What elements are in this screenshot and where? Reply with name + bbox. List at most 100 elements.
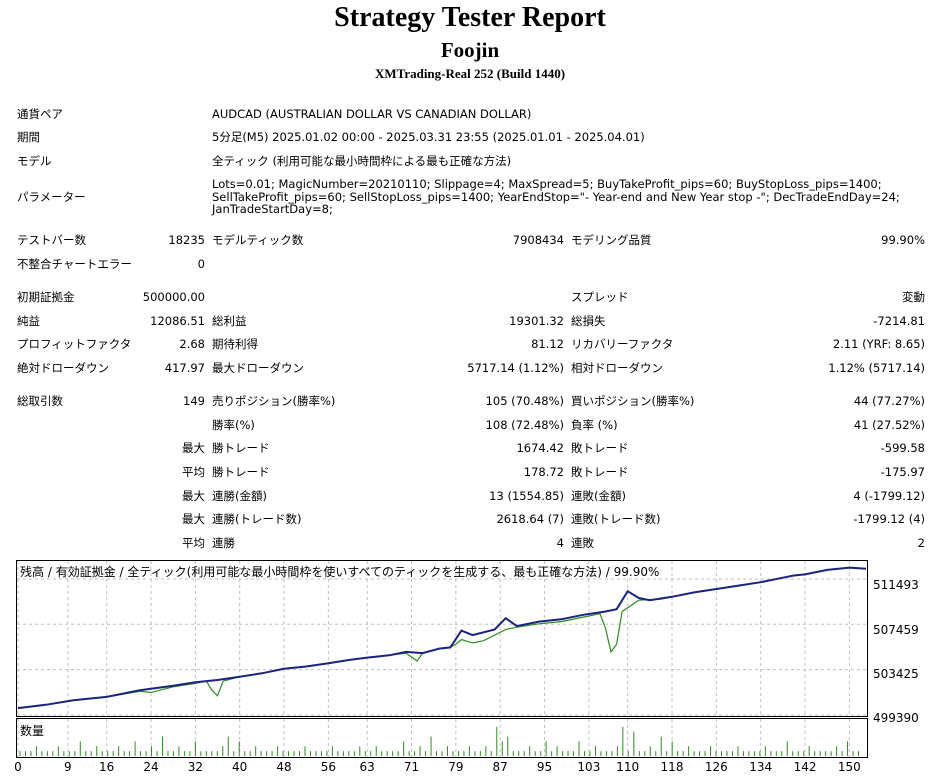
bars-label: テストバー数 bbox=[17, 233, 86, 247]
period-value: 5分足(M5) 2025.01.02 00:00 - 2025.03.31 23… bbox=[212, 130, 645, 144]
y-tick-label: 507459 bbox=[873, 623, 919, 637]
expected-label: 期待利得 bbox=[212, 337, 258, 351]
spread-label: スプレッド bbox=[571, 290, 629, 304]
x-tick-label: 134 bbox=[749, 760, 773, 774]
balance-line bbox=[17, 566, 867, 710]
rel-dd-value: 1.12% (5717.14) bbox=[828, 361, 925, 375]
abs-dd-label: 絶対ドローダウン bbox=[17, 361, 109, 375]
ticks-value: 7908434 bbox=[512, 233, 564, 247]
x-tick-label: 142 bbox=[793, 760, 817, 774]
largest-win-value: 1674.42 bbox=[516, 441, 564, 455]
x-tick-label: 103 bbox=[577, 760, 601, 774]
avg-loss-value: -175.97 bbox=[880, 465, 925, 479]
quality-value: 99.90% bbox=[881, 233, 925, 247]
largest-loss-label: 敗トレード bbox=[571, 441, 629, 455]
x-tick-label: 9 bbox=[64, 760, 72, 774]
max-label: 最大 bbox=[182, 441, 205, 455]
avg-consec-loss-value: 2 bbox=[917, 536, 925, 550]
avg-label: 平均 bbox=[182, 465, 205, 479]
ea-name: Foojin bbox=[440, 38, 500, 62]
x-tick-label: 63 bbox=[359, 760, 375, 774]
x-tick-label: 40 bbox=[232, 760, 248, 774]
report-title: Strategy Tester Report bbox=[334, 2, 606, 33]
pf-value: 2.68 bbox=[179, 337, 205, 351]
net-value: 12086.51 bbox=[150, 314, 205, 328]
max-consec-loss-trades-value: -1799.12 (4) bbox=[853, 512, 925, 526]
bars-value: 18235 bbox=[168, 233, 205, 247]
deposit-value: 500000.00 bbox=[142, 290, 205, 304]
y-tick-label: 499390 bbox=[873, 711, 919, 725]
params-line: JanTradeStartDay=8; bbox=[212, 202, 333, 216]
winrate-label: 勝率(%) bbox=[212, 418, 255, 432]
avg-loss-label: 敗トレード bbox=[571, 465, 629, 479]
long-value: 44 (77.27%) bbox=[853, 394, 925, 408]
rel-dd-label: 相対ドローダウン bbox=[571, 361, 663, 375]
max-consec-win-money-label: 連勝(金額) bbox=[212, 489, 267, 503]
symbol-value: AUDCAD (AUSTRALIAN DOLLAR VS CANADIAN DO… bbox=[212, 107, 532, 121]
avg-win-label: 勝トレード bbox=[212, 465, 270, 479]
max-consec-loss-trades-label: 連敗(トレード数) bbox=[571, 512, 661, 526]
max-label: 最大 bbox=[182, 512, 205, 526]
trades-label: 総取引数 bbox=[17, 394, 63, 408]
x-tick-label: 16 bbox=[99, 760, 115, 774]
params-line: SellTakeProfit_pips=60; SellStopLoss_pip… bbox=[212, 189, 900, 204]
x-tick-label: 126 bbox=[704, 760, 728, 774]
trades-value: 149 bbox=[183, 394, 205, 408]
net-label: 純益 bbox=[17, 314, 40, 328]
spread-value: 変動 bbox=[902, 290, 925, 304]
lossrate-value: 41 (27.52%) bbox=[853, 418, 925, 432]
gross-loss-value: -7214.81 bbox=[873, 314, 925, 328]
max-consec-loss-money-value: 4 (-1799.12) bbox=[853, 489, 925, 503]
legend-separator: / bbox=[44, 565, 56, 579]
gross-loss-label: 総損失 bbox=[571, 314, 606, 328]
avg-consec-loss-label: 連敗 bbox=[571, 536, 594, 550]
symbol-label: 通貨ペア bbox=[17, 107, 63, 121]
pf-label: プロフィットファクタ bbox=[17, 337, 132, 351]
max-dd-value: 5717.14 (1.12%) bbox=[467, 361, 564, 375]
x-tick-label: 118 bbox=[660, 760, 684, 774]
x-tick-label: 71 bbox=[403, 760, 420, 774]
ticks-label: モデルティック数 bbox=[212, 233, 304, 247]
x-tick-label: 32 bbox=[187, 760, 203, 774]
expected-value: 81.12 bbox=[531, 337, 564, 351]
legend-balance: 残高 bbox=[20, 565, 45, 579]
mismatch-value: 0 bbox=[197, 257, 205, 271]
max-consec-win-money-value: 13 (1554.85) bbox=[489, 489, 564, 503]
y-tick-label: 511493 bbox=[873, 578, 919, 592]
volume-label: 数量 bbox=[20, 724, 45, 738]
params-label: パラメーター bbox=[17, 190, 86, 204]
x-tick-label: 48 bbox=[276, 760, 292, 774]
max-label: 最大 bbox=[182, 489, 205, 503]
model-label: モデル bbox=[17, 154, 52, 168]
avg-consec-win-label: 連勝 bbox=[212, 536, 235, 550]
recovery-value: 2.11 (YRF: 8.65) bbox=[832, 337, 925, 351]
x-tick-label: 56 bbox=[320, 760, 337, 774]
quality-label: モデリング品質 bbox=[571, 233, 652, 247]
abs-dd-value: 417.97 bbox=[164, 361, 205, 375]
x-tick-label: 24 bbox=[143, 760, 159, 774]
avg-win-value: 178.72 bbox=[523, 465, 564, 479]
legend-equity: 有効証拠金 bbox=[55, 565, 116, 579]
x-tick-label: 87 bbox=[492, 760, 508, 774]
legend-description: / 全ティック(利用可能な最小時間枠を使いすべてのティックを生成する、最も正確な… bbox=[115, 565, 660, 579]
model-value: 全ティック (利用可能な最小時間枠による最も正確な方法) bbox=[212, 154, 512, 168]
deposit-label: 初期証拠金 bbox=[17, 290, 75, 304]
short-label: 売りポジション(勝率%) bbox=[212, 394, 336, 408]
chart-frame bbox=[16, 560, 868, 717]
max-dd-label: 最大ドローダウン bbox=[212, 361, 304, 375]
volume-frame bbox=[16, 718, 868, 758]
mismatch-label: 不整合チャートエラー bbox=[17, 257, 132, 271]
x-tick-label: 0 bbox=[14, 760, 22, 774]
largest-win-label: 勝トレード bbox=[212, 441, 270, 455]
balance-chart bbox=[16, 560, 868, 717]
y-tick-label: 503425 bbox=[873, 667, 919, 681]
period-label: 期間 bbox=[17, 130, 40, 144]
short-value: 105 (70.48%) bbox=[485, 394, 564, 408]
long-label: 買いポジション(勝率%) bbox=[571, 394, 695, 408]
winrate-value: 108 (72.48%) bbox=[485, 418, 564, 432]
volume-chart bbox=[16, 718, 868, 758]
max-consec-win-trades-label: 連勝(トレード数) bbox=[212, 512, 302, 526]
max-consec-loss-money-label: 連敗(金額) bbox=[571, 489, 626, 503]
recovery-label: リカバリーファクタ bbox=[571, 337, 674, 351]
params-value: Lots=0.01; MagicNumber=20210110; Slippag… bbox=[212, 178, 900, 216]
